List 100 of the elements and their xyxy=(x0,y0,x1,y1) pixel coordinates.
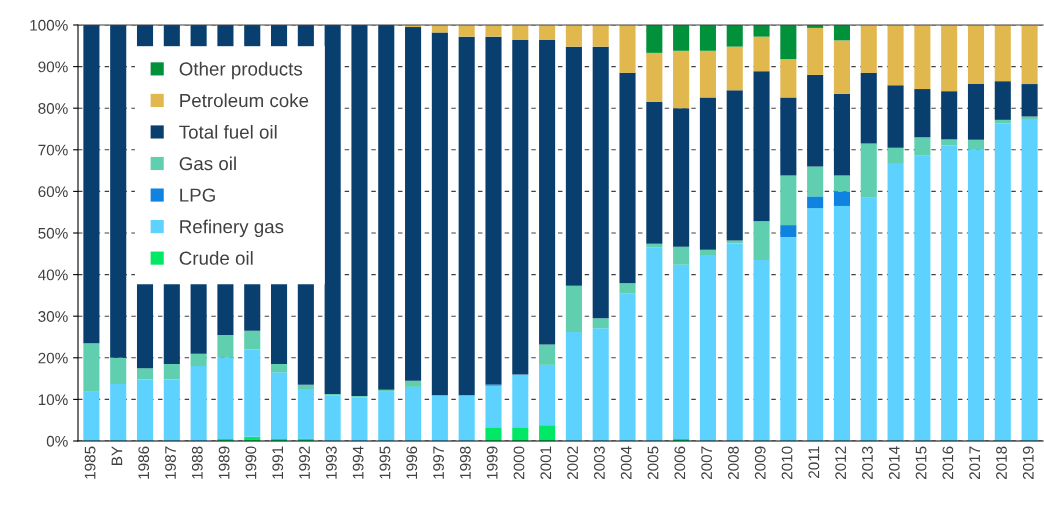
bar xyxy=(351,25,368,397)
bar xyxy=(136,368,154,380)
x-tick-label: 1987 xyxy=(165,446,176,479)
bar xyxy=(914,25,931,90)
bar xyxy=(163,364,180,380)
x-tick-label: 2007 xyxy=(701,446,713,480)
legend-label: Petroleum coke xyxy=(180,93,309,108)
bar xyxy=(914,137,931,156)
bar xyxy=(217,334,234,358)
x-tick-label: 2010 xyxy=(781,446,793,480)
bar xyxy=(539,425,556,441)
bar xyxy=(941,139,958,146)
bar xyxy=(726,243,743,441)
bar xyxy=(833,40,850,94)
x-tick-label: 2005 xyxy=(647,446,659,480)
bar xyxy=(646,243,663,248)
x-tick-label: BY xyxy=(111,446,123,465)
x-tick-label: 2003 xyxy=(593,446,605,480)
bar xyxy=(378,25,395,390)
bar xyxy=(753,221,770,261)
x-tick-label: 2011 xyxy=(808,446,820,478)
bar xyxy=(941,91,958,140)
y-tick-label: 10% xyxy=(38,394,68,406)
bar xyxy=(807,166,824,197)
bar xyxy=(512,374,529,428)
x-tick-label: 2004 xyxy=(620,446,632,480)
bar xyxy=(485,385,502,428)
bar xyxy=(833,175,850,192)
bar xyxy=(807,27,824,75)
bar xyxy=(780,25,797,60)
bar xyxy=(378,391,395,441)
bar xyxy=(673,50,690,109)
bar xyxy=(726,240,743,244)
x-tick-label: 2015 xyxy=(915,446,927,480)
bar xyxy=(753,36,770,72)
bar xyxy=(190,353,207,367)
bar xyxy=(190,366,207,441)
bar xyxy=(833,25,850,41)
bar xyxy=(539,344,556,365)
y-tick-label: 40% xyxy=(38,269,68,281)
x-tick-label: 2018 xyxy=(996,446,1007,480)
bar xyxy=(83,391,100,441)
bar xyxy=(244,330,261,350)
bar xyxy=(83,343,100,392)
y-tick-label: 30% xyxy=(38,311,68,322)
bar xyxy=(699,249,716,256)
bar xyxy=(994,123,1011,441)
bar xyxy=(351,397,368,441)
bar xyxy=(699,255,716,441)
bar xyxy=(110,357,127,385)
bar xyxy=(860,72,877,144)
y-tick-label: 90% xyxy=(38,61,68,73)
bar xyxy=(807,196,824,209)
x-tick-label: 2008 xyxy=(728,446,739,480)
bar xyxy=(297,384,314,389)
x-tick-label: 2006 xyxy=(674,446,686,480)
x-tick-label: 1998 xyxy=(459,446,471,479)
x-tick-label: 2012 xyxy=(835,446,847,480)
bar xyxy=(83,25,100,344)
x-tick-label: 1986 xyxy=(138,446,150,479)
legend-label: Refinery gas xyxy=(180,219,284,238)
bar xyxy=(887,163,904,441)
bar xyxy=(458,36,475,396)
x-tick-label: 2000 xyxy=(513,446,525,480)
bar xyxy=(539,364,556,426)
x-tick-label: 1985 xyxy=(84,446,96,479)
bar xyxy=(726,90,743,241)
bar xyxy=(967,139,985,150)
x-tick-label: 2001 xyxy=(540,446,552,480)
bar xyxy=(431,32,448,396)
x-tick-label: 2009 xyxy=(754,446,766,480)
bar xyxy=(673,25,690,51)
bar xyxy=(163,379,180,441)
bar xyxy=(994,25,1011,82)
bar xyxy=(753,25,770,37)
bar xyxy=(646,247,663,441)
bar xyxy=(887,25,904,86)
x-tick-label: 2013 xyxy=(862,446,873,480)
y-tick-label: 80% xyxy=(38,103,68,114)
bar xyxy=(592,46,609,319)
bar xyxy=(324,395,341,441)
bar xyxy=(833,191,850,206)
y-tick-label: 0% xyxy=(46,435,68,447)
x-tick-label: 1996 xyxy=(406,446,418,479)
bar xyxy=(646,101,663,244)
bar xyxy=(619,283,636,294)
bar xyxy=(860,197,877,441)
x-tick-label: 2002 xyxy=(567,446,578,480)
bar xyxy=(565,332,582,441)
bar xyxy=(833,205,850,441)
bar xyxy=(646,52,663,102)
bar xyxy=(592,25,609,47)
bar xyxy=(512,25,529,40)
bar xyxy=(887,85,904,148)
bar xyxy=(485,427,502,441)
bar xyxy=(780,97,797,176)
x-tick-label: 1992 xyxy=(299,446,310,479)
x-tick-label: 1989 xyxy=(218,446,230,479)
bar xyxy=(967,84,985,140)
bar xyxy=(887,147,904,164)
